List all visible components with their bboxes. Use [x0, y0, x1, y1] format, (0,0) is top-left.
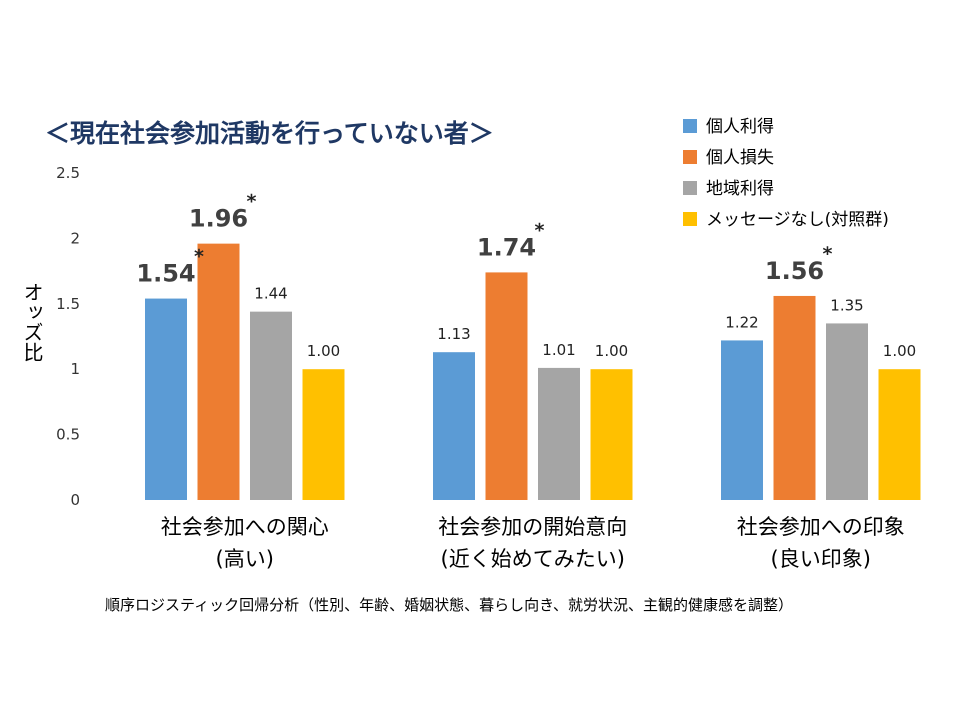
- bar: [197, 243, 240, 500]
- bar-value-label: 1.35: [830, 296, 863, 314]
- significance-star: *: [535, 219, 545, 241]
- bar: [826, 323, 868, 500]
- legend-swatch: [683, 212, 697, 226]
- bar-value-label: 1.01: [542, 341, 575, 359]
- bar-value-label: 1.74: [477, 233, 536, 261]
- y-tick-label: 1.5: [56, 295, 80, 313]
- y-tick-label: 2: [70, 229, 80, 247]
- bar: [721, 340, 763, 500]
- legend-swatch: [683, 119, 697, 133]
- bar: [773, 295, 816, 500]
- category-labels-group: 社会参加への関心 (高い) 社会参加の開始意向 (近く始めてみたい) 社会参加への印象 (…: [161, 515, 905, 571]
- y-tick-label: 0: [70, 491, 80, 509]
- legend-label: 個人利得: [706, 117, 774, 137]
- significance-star: *: [194, 246, 204, 268]
- category-label: 社会参加の開始意向: [438, 515, 627, 539]
- bar: [538, 367, 580, 500]
- bar: [433, 352, 475, 500]
- bar: [250, 311, 292, 500]
- analysis-note: 順序ロジスティック回帰分析（性別、年齢、婚姻状態、暮らし向き、就労状況、主観的健…: [105, 596, 793, 614]
- category-label: 社会参加への関心: [161, 515, 329, 539]
- bar-value-label: 1.44: [254, 285, 287, 303]
- bar: [878, 369, 921, 500]
- y-axis-label: オッズ比: [20, 282, 44, 362]
- category-sublabel: (高い): [216, 547, 274, 571]
- bar: [485, 272, 528, 500]
- significance-star: *: [823, 243, 833, 265]
- category-label: 社会参加への印象: [737, 515, 905, 539]
- legend-label: 個人損失: [706, 148, 774, 168]
- y-axis-ticks: 0 0.5 1 1.5 2 2.5: [56, 164, 80, 509]
- y-tick-label: 0.5: [56, 426, 80, 444]
- legend-label: メッセージなし(対照群): [706, 210, 889, 230]
- significance-star: *: [247, 191, 257, 213]
- bar-value-label: 1.22: [725, 313, 758, 331]
- legend-label: 地域利得: [706, 179, 774, 199]
- legend-swatch: [683, 150, 697, 164]
- category-sublabel: (良い印象): [771, 547, 871, 571]
- category-sublabel: (近く始めてみたい): [441, 547, 625, 571]
- bar-value-label: 1.56: [765, 257, 824, 285]
- value-labels-group: 1.54*1.131.221.96*1.74*1.56*1.441.011.35…: [136, 191, 916, 361]
- bar-value-label: 1.13: [437, 325, 470, 343]
- legend-swatch: [683, 181, 697, 195]
- bar: [302, 369, 345, 500]
- bar-value-label: 1.54: [136, 260, 195, 288]
- bar-value-label: 1.96: [189, 205, 248, 233]
- chart-title: ＜現在社会参加活動を行っていない者＞: [45, 119, 494, 148]
- bar-value-label: 1.00: [883, 342, 916, 360]
- bar: [145, 298, 187, 500]
- bar: [590, 369, 633, 500]
- bar-value-label: 1.00: [307, 342, 340, 360]
- y-tick-label: 1: [70, 360, 80, 378]
- bar-value-label: 1.00: [595, 342, 628, 360]
- bar-series-group: [145, 243, 921, 500]
- y-tick-label: 2.5: [56, 164, 80, 182]
